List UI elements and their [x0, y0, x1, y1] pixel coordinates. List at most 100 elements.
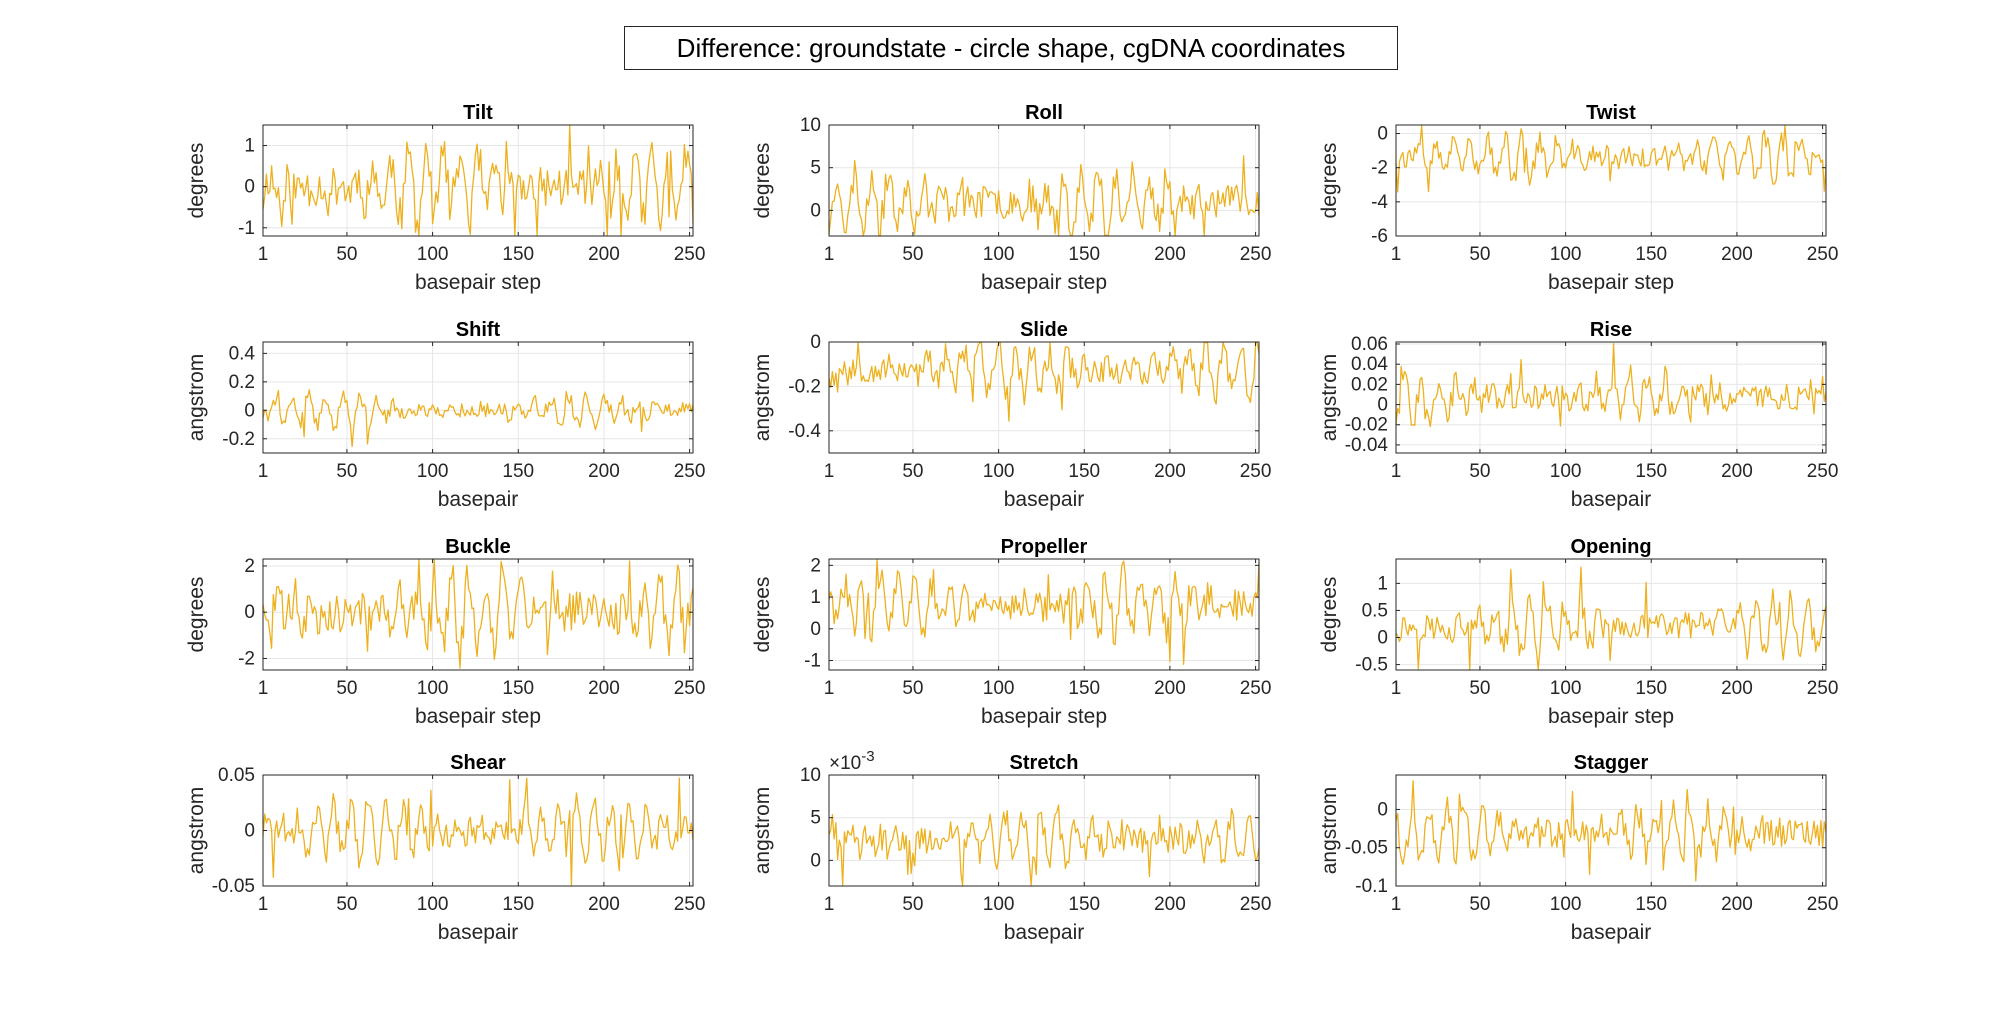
y-axis-label: degrees [185, 577, 208, 653]
series-line [1395, 124, 1827, 193]
subplot-title: Tilt [463, 102, 493, 124]
axes-box [262, 558, 694, 671]
axes-box [1395, 124, 1827, 237]
subplot-stretch: 1 50 100 150 200 2500510Stretchbasepairangstr… [751, 748, 1271, 944]
x-tick-label: 100 [417, 461, 449, 482]
x-tick-label: 1 [824, 678, 835, 699]
plot-area [1396, 342, 1826, 453]
subplot-slide: 1 50 100 150 200 250-0.4-0.20Slidebasepairang… [751, 319, 1271, 511]
axes-box [262, 341, 694, 454]
x-tick-label: 1 [1391, 894, 1402, 915]
x-tick-label: 250 [1240, 461, 1272, 482]
x-tick-label: 50 [1469, 244, 1490, 265]
y-tick-label: -0.1 [1355, 876, 1388, 897]
x-tick-label: 100 [983, 894, 1015, 915]
x-tick-label: 250 [1807, 461, 1839, 482]
subplot-opening: 1 50 100 150 200 250-0.500.51Openingbasepair … [1318, 536, 1838, 728]
y-tick-label: 0.05 [218, 765, 255, 786]
y-tick-label: 0.02 [1351, 374, 1388, 395]
subplot-title: Rise [1590, 319, 1632, 341]
y-tick-label: -0.2 [222, 429, 255, 450]
x-tick-label: 100 [1550, 244, 1582, 265]
x-tick-label: 200 [1721, 244, 1753, 265]
x-tick-label: 100 [1550, 461, 1582, 482]
x-axis-label: basepair step [981, 705, 1107, 728]
y-tick-label: 0.5 [1362, 600, 1388, 621]
x-axis-label: basepair [438, 921, 519, 944]
x-tick-label: 200 [1721, 461, 1753, 482]
y-tick-label: -2 [1371, 158, 1388, 179]
y-axis-label: angstrom [185, 787, 208, 875]
y-tick-label: 0 [244, 177, 255, 198]
x-tick-label: 250 [674, 678, 706, 699]
x-tick-label: 250 [1807, 894, 1839, 915]
y-tick-label: 0.4 [229, 343, 256, 364]
x-tick-label: 50 [902, 678, 923, 699]
x-tick-label: 50 [902, 461, 923, 482]
y-tick-label: 0 [1377, 799, 1388, 820]
subplot-stagger: 1 50 100 150 200 250-0.1-0.050Staggerbasepair… [1318, 752, 1838, 944]
subplot-title: Opening [1570, 536, 1651, 558]
x-tick-label: 1 [258, 678, 269, 699]
y-tick-label: 0 [244, 602, 255, 623]
series-line [828, 558, 1260, 665]
x-axis-label: basepair [1004, 921, 1085, 944]
x-tick-label: 100 [983, 678, 1015, 699]
x-tick-label: 1 [258, 894, 269, 915]
y-tick-label: 0 [1377, 124, 1388, 145]
y-tick-label: 1 [810, 587, 821, 608]
x-tick-label: 150 [1635, 894, 1667, 915]
y-tick-label: 0 [810, 332, 821, 353]
figure-title: Difference: groundstate - circle shape, … [624, 26, 1398, 70]
series-line [1395, 343, 1827, 428]
y-tick-label: 0 [1377, 628, 1388, 649]
x-axis-label: basepair [438, 488, 519, 511]
series-line [262, 124, 694, 237]
y-tick-label: 2 [244, 556, 255, 577]
x-tick-label: 50 [336, 894, 357, 915]
x-tick-label: 250 [1240, 244, 1272, 265]
plot-area [1396, 125, 1826, 236]
y-tick-label: -4 [1371, 192, 1388, 213]
x-tick-label: 200 [1721, 894, 1753, 915]
series-line [262, 558, 694, 669]
x-axis-label: basepair step [981, 271, 1107, 294]
x-tick-label: 200 [1721, 678, 1753, 699]
x-tick-label: 200 [588, 678, 620, 699]
y-tick-label: 0 [810, 850, 821, 871]
subplot-title: Twist [1586, 102, 1636, 124]
subplot-rise: 1 50 100 150 200 250-0.04-0.0200.020.040.06Ri… [1318, 319, 1838, 511]
x-tick-label: 50 [1469, 461, 1490, 482]
x-tick-label: 250 [674, 461, 706, 482]
x-tick-label: 150 [1635, 461, 1667, 482]
subplot-shift: 1 50 100 150 200 250-0.200.20.4Shiftbasepaira… [185, 319, 705, 511]
x-tick-label: 1 [258, 461, 269, 482]
x-tick-label: 250 [1240, 678, 1272, 699]
axes-box [828, 124, 1260, 237]
axes-box [262, 124, 694, 237]
x-tick-label: 50 [336, 244, 357, 265]
y-tick-label: -1 [804, 650, 821, 671]
y-tick-label: 0 [244, 400, 255, 421]
x-tick-label: 150 [1068, 244, 1100, 265]
axes-box [1395, 558, 1827, 671]
x-tick-label: 1 [824, 461, 835, 482]
axes-box [828, 774, 1260, 887]
subplot-title: Propeller [1001, 536, 1088, 558]
x-tick-label: 200 [1154, 461, 1186, 482]
x-tick-label: 1 [1391, 461, 1402, 482]
subplot-title: Stagger [1574, 752, 1649, 774]
y-tick-label: -0.5 [1355, 655, 1388, 676]
x-tick-label: 150 [502, 244, 534, 265]
axes-box [828, 558, 1260, 671]
axes-box [828, 341, 1260, 454]
x-tick-label: 200 [1154, 244, 1186, 265]
x-tick-label: 1 [824, 244, 835, 265]
x-tick-label: 50 [902, 244, 923, 265]
y-tick-label: 1 [1377, 573, 1388, 594]
series-line [828, 804, 1260, 887]
y-tick-label: 0.2 [229, 372, 255, 393]
x-tick-label: 50 [336, 678, 357, 699]
